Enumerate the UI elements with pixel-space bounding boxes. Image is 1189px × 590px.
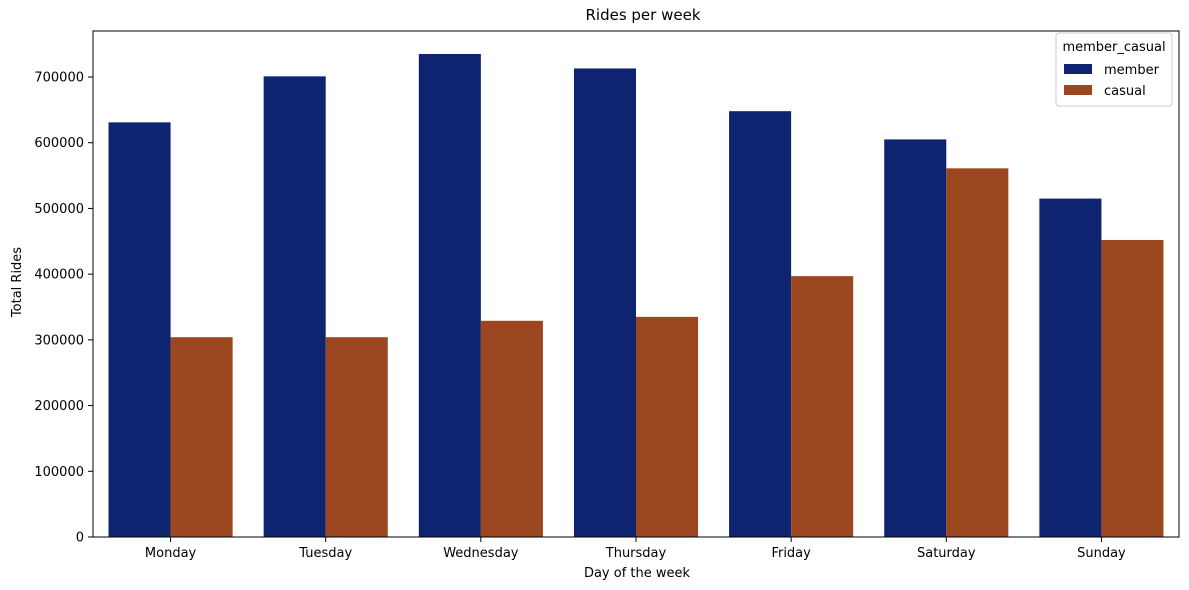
bar-casual-wednesday	[480, 320, 543, 537]
bar-member-friday	[729, 111, 792, 538]
y-tick-label: 400000	[34, 268, 84, 283]
y-tick-label: 200000	[34, 399, 84, 414]
legend: member_casual member casual	[1055, 32, 1173, 107]
y-tick-label: 0	[76, 531, 84, 546]
bar-member-tuesday	[263, 76, 326, 537]
legend-swatch-casual	[1064, 85, 1092, 95]
legend-label-member: member	[1104, 63, 1160, 78]
x-axis: Monday Tuesday Wednesday Thursday Friday Satu…	[145, 537, 1126, 561]
bar-casual-monday	[170, 337, 233, 537]
bar-casual-tuesday	[325, 337, 388, 537]
legend-title: member_casual	[1062, 40, 1165, 55]
bar-member-sunday	[1039, 198, 1102, 538]
x-tick-label-thursday: Thursday	[605, 546, 667, 561]
bar-member-saturday	[884, 139, 947, 537]
bars-layer	[108, 54, 1164, 538]
legend-swatch-member	[1064, 64, 1092, 74]
y-axis: 0 100000 200000 300000 400000 500000 600000 700…	[34, 71, 93, 546]
legend-label-casual: casual	[1104, 84, 1146, 99]
bar-member-thursday	[573, 68, 636, 537]
x-axis-title: Day of the week	[584, 566, 691, 581]
bar-member-wednesday	[418, 54, 481, 537]
bar-casual-friday	[791, 276, 854, 537]
bar-casual-saturday	[946, 168, 1009, 538]
chart-title: Rides per week	[585, 6, 700, 24]
y-tick-label: 300000	[34, 333, 84, 348]
x-tick-label-saturday: Saturday	[917, 546, 976, 561]
y-tick-label: 600000	[34, 136, 84, 151]
x-tick-label-tuesday: Tuesday	[298, 546, 352, 561]
x-tick-label-monday: Monday	[145, 546, 197, 561]
x-tick-label-sunday: Sunday	[1077, 546, 1126, 561]
y-tick-label: 500000	[34, 202, 84, 217]
x-tick-label-wednesday: Wednesday	[443, 546, 519, 561]
x-tick-label-friday: Friday	[771, 546, 811, 561]
y-axis-title: Total Rides	[10, 247, 25, 318]
bar-member-monday	[108, 122, 171, 537]
bar-casual-thursday	[636, 316, 699, 537]
y-tick-label: 100000	[34, 465, 84, 480]
bar-casual-sunday	[1101, 239, 1164, 537]
y-tick-label: 700000	[34, 71, 84, 86]
